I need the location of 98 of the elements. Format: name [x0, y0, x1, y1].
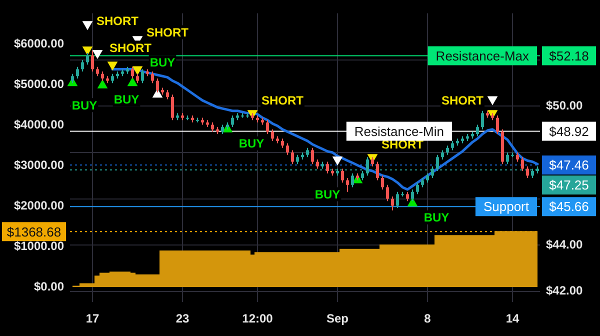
candlestick — [526, 166, 529, 178]
candlestick — [386, 184, 389, 202]
series-label: SHORT — [382, 137, 424, 152]
point — [408, 198, 418, 206]
point — [92, 50, 102, 59]
candlestick — [346, 177, 349, 192]
text: SHORT — [262, 93, 304, 108]
candlestick — [391, 196, 394, 211]
ref-line-label: Resistance-Max — [436, 48, 530, 64]
candlestick — [271, 128, 274, 142]
candlestick — [436, 154, 439, 172]
y-tick-label: $5000.00 — [14, 77, 64, 92]
y2-tick-label: $44.00 — [546, 237, 584, 252]
candlestick — [86, 52, 89, 66]
candlestick — [406, 191, 409, 202]
candlestick — [111, 73, 114, 84]
point — [82, 46, 92, 56]
x-tick-label: 14 — [506, 312, 520, 326]
candlestick — [221, 124, 224, 134]
candlestick — [291, 150, 294, 165]
x-tick-label: 8 — [424, 312, 432, 326]
text: BUY — [314, 188, 340, 202]
candlestick — [71, 73, 74, 84]
candlestick — [376, 161, 379, 181]
candlestick — [341, 168, 344, 184]
candlestick — [446, 145, 449, 156]
candlestick — [171, 94, 174, 121]
candlestick — [231, 114, 234, 128]
candlestick — [326, 161, 329, 174]
text: SHORT — [146, 26, 188, 40]
candlestick — [426, 172, 429, 184]
candlestick — [311, 147, 314, 165]
candlestick — [156, 78, 159, 93]
candlestick — [141, 68, 144, 84]
candlestick — [371, 156, 374, 167]
y-tick-label: $0.00 — [34, 279, 64, 294]
candlestick — [81, 59, 84, 72]
y-tick-label: $4000.00 — [14, 118, 64, 132]
text: $45.66 — [549, 199, 589, 214]
candlestick — [416, 182, 419, 195]
candlestick — [481, 110, 484, 130]
y-tick-label: $3000.00 — [14, 158, 64, 172]
text: SHORT — [442, 93, 484, 108]
candlestick — [316, 158, 319, 170]
candlestick — [421, 177, 424, 188]
candlestick — [266, 120, 269, 134]
text: SHORT — [96, 14, 138, 28]
candlestick — [91, 50, 94, 72]
candlestick — [151, 71, 154, 84]
candlestick — [361, 170, 364, 181]
text: $48.92 — [549, 124, 589, 139]
candlestick — [306, 147, 309, 158]
candlestick — [351, 172, 354, 188]
candlestick — [166, 90, 169, 100]
x-tick-label: 12:00 — [242, 312, 274, 326]
candlestick — [136, 73, 139, 84]
text: $1368.68 — [6, 224, 62, 240]
y2-tick-label: $42.00 — [546, 284, 584, 298]
y-tick-label: $2000.00 — [14, 198, 64, 212]
candlestick — [441, 150, 444, 160]
candlestick — [296, 154, 299, 165]
text: BUY — [72, 98, 98, 112]
candlestick — [516, 152, 519, 162]
candlestick — [381, 175, 384, 190]
y-tick-label: $6000.00 — [14, 36, 64, 51]
candlestick — [101, 71, 104, 82]
candlestick — [521, 156, 524, 172]
point — [488, 96, 498, 105]
y2-tick-label: $50.00 — [546, 98, 584, 113]
text: SHORT — [110, 40, 152, 55]
text: $47.25 — [549, 178, 589, 193]
ref-line-label: Support — [483, 199, 530, 214]
text: BUY — [424, 210, 450, 225]
candlestick — [476, 124, 479, 137]
candlestick — [396, 191, 399, 209]
candlestick — [451, 140, 454, 151]
text: BUY — [150, 55, 176, 70]
candlestick — [496, 114, 499, 134]
candlestick — [211, 122, 214, 132]
text: $52.18 — [549, 48, 589, 64]
series-label: BUY — [114, 92, 140, 107]
text: $47.46 — [549, 158, 589, 173]
candlestick — [411, 189, 414, 202]
y-tick-label: $1000.00 — [14, 238, 64, 253]
x-tick-label: 17 — [86, 312, 100, 326]
candlestick — [281, 138, 284, 148]
candlestick — [506, 152, 509, 165]
candlestick — [96, 66, 99, 77]
candlestick — [76, 66, 79, 79]
candlestick — [286, 142, 289, 156]
x-tick-label: 23 — [176, 312, 190, 326]
point — [108, 62, 118, 70]
x-tick-label: Sep — [326, 312, 349, 326]
text: BUY — [238, 136, 264, 151]
point — [82, 21, 92, 30]
ref-line-label: Resistance-Min — [354, 124, 444, 139]
candlestick — [131, 66, 134, 79]
point — [132, 66, 142, 75]
